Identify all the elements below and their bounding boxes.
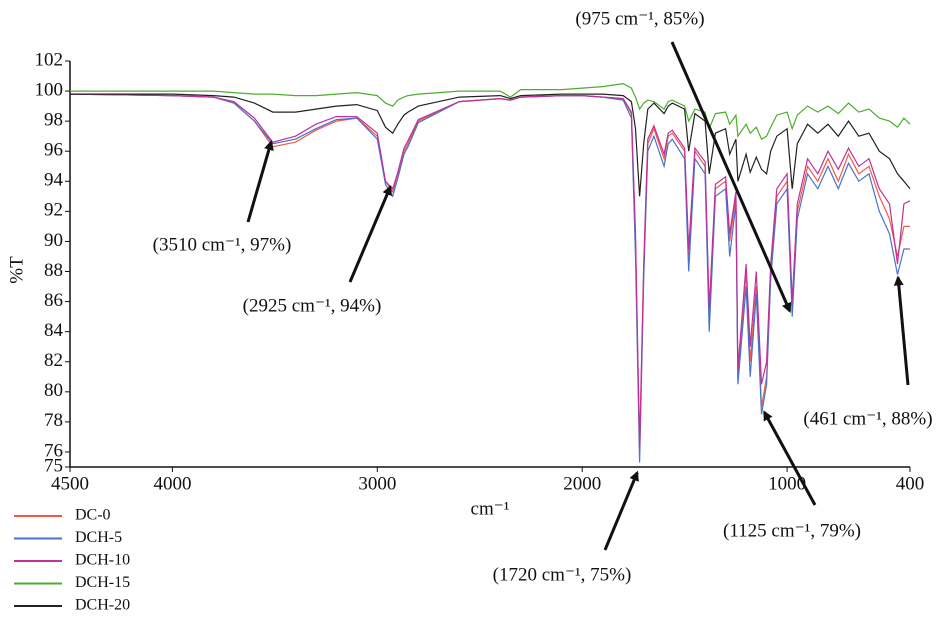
y-tick-label: 78 <box>44 410 63 431</box>
legend-label: DCH-5 <box>75 529 122 546</box>
annotation-label: (1720 cm⁻¹, 75%) <box>493 564 632 585</box>
series-line <box>69 93 910 453</box>
annotation-label: (975 cm⁻¹, 85%) <box>575 8 704 29</box>
annotation-arrow <box>348 184 392 283</box>
y-tick-label: 96 <box>44 140 63 161</box>
annotation-label: (2925 cm⁻¹, 94%) <box>243 295 382 316</box>
y-tick-label: 86 <box>44 290 63 311</box>
y-tick-label: 92 <box>44 200 63 221</box>
x-axis-label: cm⁻¹ <box>471 498 510 519</box>
y-tick-label: 75 <box>44 455 63 476</box>
annotation-arrow <box>246 140 274 223</box>
x-tick-label: 400 <box>896 473 925 494</box>
x-tick-label: 3000 <box>358 473 396 494</box>
legend-label: DCH-10 <box>75 552 130 569</box>
series-line <box>70 93 911 197</box>
annotation-arrow <box>893 275 910 386</box>
legend-label: DCH-20 <box>75 597 130 614</box>
x-tick-label: 1000 <box>768 473 806 494</box>
legend-label: DC-0 <box>75 507 111 524</box>
y-tick-label: 94 <box>44 170 64 191</box>
annotation-label: (461 cm⁻¹, 88%) <box>803 408 932 429</box>
annotation-arrow <box>603 470 639 551</box>
annotation-arrow <box>763 410 817 506</box>
y-tick-label: 80 <box>44 380 63 401</box>
y-tick-label: 90 <box>44 230 63 251</box>
y-tick-label: 88 <box>44 260 63 281</box>
x-tick-label: 2000 <box>563 473 601 494</box>
series-line <box>69 93 911 448</box>
series-line <box>69 93 910 463</box>
y-tick-label: 82 <box>44 350 63 371</box>
annotation-label: (1125 cm⁻¹, 79%) <box>723 520 861 541</box>
y-tick-label: 98 <box>44 110 63 131</box>
y-tick-label: 102 <box>35 49 64 70</box>
y-tick-label: 76 <box>44 440 63 461</box>
annotation-arrow <box>670 41 792 313</box>
y-tick-label: 100 <box>35 79 64 100</box>
annotation-label: (3510 cm⁻¹, 97%) <box>153 234 292 255</box>
series-line <box>70 82 911 141</box>
y-tick-label: 84 <box>44 320 64 341</box>
y-axis-label: %T <box>6 256 27 284</box>
x-tick-label: 4500 <box>51 473 89 494</box>
x-tick-label: 4000 <box>153 473 191 494</box>
legend-label: DCH-15 <box>75 574 130 591</box>
